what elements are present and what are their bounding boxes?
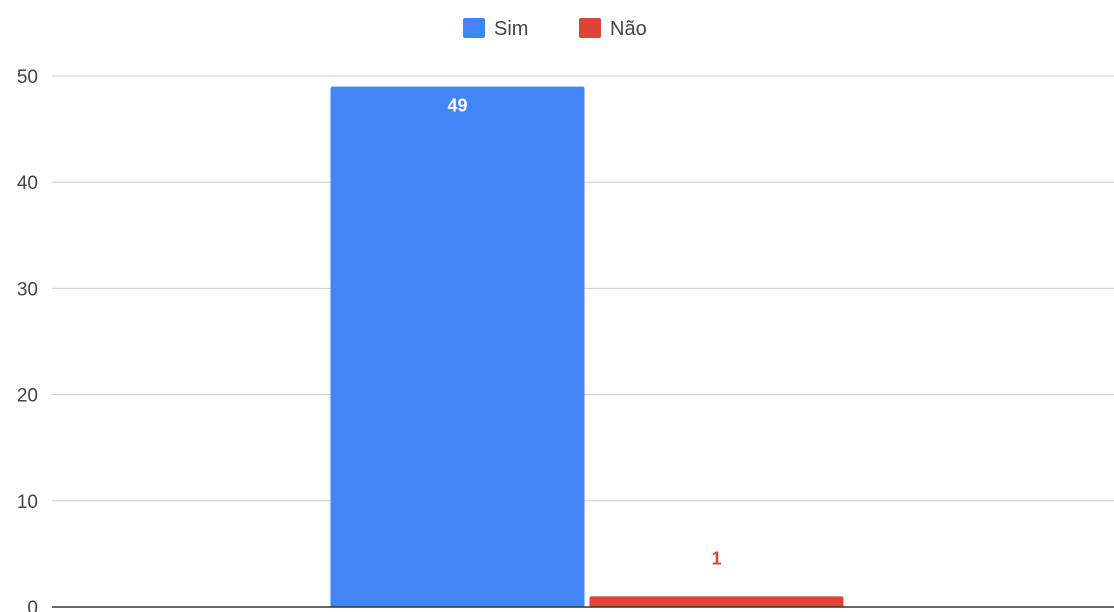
data-labels: 49 1 bbox=[447, 96, 721, 569]
legend-label-nao: Não bbox=[610, 18, 647, 40]
y-tick-label-20: 20 bbox=[17, 386, 38, 407]
y-tick-label-50: 50 bbox=[17, 67, 38, 88]
legend-swatch-nao bbox=[579, 18, 601, 38]
bar-sim bbox=[330, 86, 585, 608]
legend: Sim Não bbox=[463, 18, 647, 40]
legend-label-sim: Sim bbox=[494, 18, 528, 40]
y-tick-label-10: 10 bbox=[17, 492, 38, 513]
y-tick-label-0: 0 bbox=[27, 598, 38, 612]
y-axis-tick-labels: 0 10 20 30 40 50 bbox=[17, 67, 38, 612]
bar-nao bbox=[589, 596, 844, 607]
legend-swatch-sim bbox=[463, 18, 485, 38]
bars bbox=[330, 86, 844, 608]
data-label-nao: 1 bbox=[711, 548, 721, 568]
data-label-sim: 49 bbox=[447, 96, 467, 116]
y-tick-label-30: 30 bbox=[17, 279, 38, 300]
y-tick-label-40: 40 bbox=[17, 173, 38, 194]
